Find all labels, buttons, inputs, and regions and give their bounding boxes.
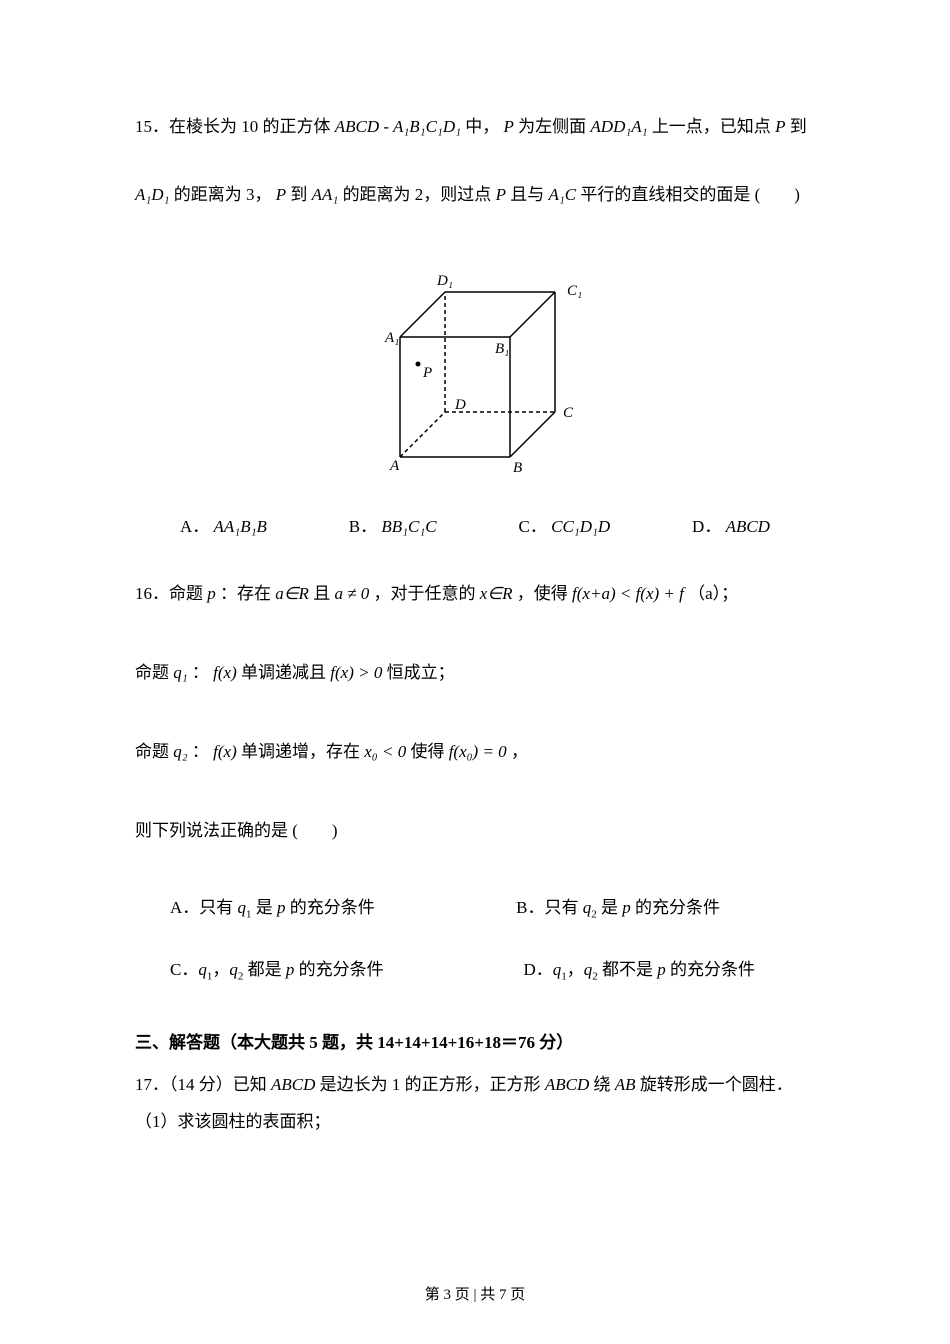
q16-q1-mid: ： (192, 663, 209, 682)
q15-solid-text: ABCD - A₁B₁C₁D₁ (335, 117, 461, 136)
q16-q2-mid: ： (192, 742, 209, 761)
lbl-C: C (563, 405, 574, 421)
q16-q2-t2: 使得 (410, 742, 448, 761)
page-footer: 第 3 页 | 共 7 页 (0, 1283, 950, 1304)
q15-P-2: P (775, 117, 785, 136)
q16-paren: ( ) (292, 821, 337, 840)
q15-opt-C-val: CC₁D₁D (551, 517, 610, 536)
q15-opt-B-label: B． (349, 517, 377, 536)
q15-text-10: 平行的直线相交的面是 (580, 185, 750, 204)
q15-text-3: 为左侧面 (518, 117, 590, 136)
q15-solid: ABCD - A₁B₁C₁D₁ (335, 117, 466, 136)
q16-fx1: f(x) (213, 663, 237, 682)
q15-text-5: 到 (790, 117, 807, 136)
q16-t4: ，对于任意的 (374, 584, 480, 603)
q15-option-A: A． AA₁B₁B (180, 512, 267, 537)
q15-options: A． AA₁B₁B B． BB₁C₁C C． CC₁D₁D D． ABCD (180, 512, 770, 537)
q17-abcd1: ABCD (271, 1075, 315, 1094)
q17-t4: 旋转形成一个圆柱． (640, 1075, 793, 1094)
q17-t3: 绕 (594, 1075, 615, 1094)
q15-opt-D-val: ABCD (726, 517, 770, 536)
q16-q2-sym: q₂ (173, 742, 187, 761)
lbl-A1: A₁ (384, 330, 399, 346)
q16-options-row2: C．q1，q2 都是 p 的充分条件 D．q1，q2 都不是 p 的充分条件 (170, 955, 780, 982)
q16-q2-t3: ， (511, 742, 528, 761)
q16-q1: 命题 q₁ ： f(x) 单调递减且 f(x) > 0 恒成立； (135, 656, 815, 690)
section-3-title: 三、解答题（本大题共 5 题，共 14+14+14+16+18＝76 分） (135, 1028, 815, 1053)
q15-option-C: C． CC₁D₁D (519, 512, 611, 537)
lbl-D: D (454, 397, 466, 413)
q15-stem: 15．在棱长为 10 的正方体 ABCD - A₁B₁C₁D₁ 中， P 为左侧… (135, 110, 815, 212)
q15-opt-D-label: D． (692, 517, 721, 536)
q16-option-D: D．q1，q2 都不是 p 的充分条件 (523, 955, 755, 982)
cube-svg: D₁ C₁ A₁ B₁ C D P A B (345, 257, 605, 477)
q17-sub1: （1）求该圆柱的表面积； (135, 1107, 815, 1132)
lbl-B: B (513, 460, 522, 476)
q16-q1-pre: 命题 (135, 663, 173, 682)
q15-text-8: 的距离为 2，则过点 (343, 185, 496, 204)
q16-q1-t1: 单调递减且 (241, 663, 330, 682)
q15-opt-C-label: C． (519, 517, 547, 536)
q15-A1C: A₁C (548, 185, 576, 204)
q16-c2: a ≠ 0 (334, 584, 369, 603)
q16-q1-t2: 恒成立； (387, 663, 455, 682)
q15-AA1: AA₁ (312, 185, 339, 204)
q15-option-B: B． BB₁C₁C (349, 512, 437, 537)
q16-q2: 命题 q₂ ： f(x) 单调递增，存在 x₀ < 0 使得 f(x₀) = 0… (135, 735, 815, 769)
q16-final: 则下列说法正确的是 ( ) (135, 814, 815, 848)
q16-tail: （a）； (688, 584, 738, 603)
q16-option-B: B．只有 q2 是 p 的充分条件 (516, 893, 720, 920)
q16-q2-pre: 命题 (135, 742, 173, 761)
q15-P-1: P (504, 117, 514, 136)
q17-t2: 是边长为 1 的正方形，正方形 (320, 1075, 545, 1094)
q15-paren: ( ) (755, 185, 800, 204)
q17-t1: 17．（14 分）已知 (135, 1075, 271, 1094)
q16-t3: 且 (313, 584, 334, 603)
q16-q2-t1: 单调递增，存在 (241, 742, 364, 761)
q16-q1-sym: q₁ (173, 663, 187, 682)
lbl-D1: D₁ (436, 273, 453, 289)
q15-opt-B-val: BB₁C₁C (381, 517, 436, 536)
q16-t2: ：存在 (220, 584, 275, 603)
q16-final-text: 则下列说法正确的是 (135, 821, 288, 840)
q16-stem-1: 16．命题 p ：存在 a∈R 且 a ≠ 0 ，对于任意的 x∈R ，使得 f… (135, 577, 815, 611)
q16-fx0: f(x₀) = 0 (449, 742, 507, 761)
q16-t5: ，使得 (517, 584, 572, 603)
q15-option-D: D． ABCD (692, 512, 770, 537)
q16-x0: x₀ < 0 (364, 742, 406, 761)
q16-c1: a∈R (275, 584, 309, 603)
q17-abcd2: ABCD (545, 1075, 589, 1094)
q15-text-7: 到 (290, 185, 311, 204)
point-P (416, 362, 421, 367)
q15-face: ADD₁A₁ (590, 117, 647, 136)
q16-c3: x∈R (480, 584, 513, 603)
q16-ineq: f(x+a) < f(x) + f (572, 584, 684, 603)
lbl-P: P (422, 365, 432, 381)
lbl-C1: C₁ (567, 283, 582, 299)
q16-fxgt0: f(x) > 0 (330, 663, 382, 682)
q15-text-2: 中， (465, 117, 499, 136)
q16-option-C: C．q1，q2 都是 p 的充分条件 (170, 955, 384, 982)
q15-text-4: 上一点，已知点 (652, 117, 775, 136)
q15-P-3: P (276, 185, 286, 204)
q17-ab: AB (615, 1075, 636, 1094)
q16-fx2: f(x) (213, 742, 237, 761)
lbl-A: A (389, 458, 400, 474)
q16-options-row1: A．只有 q1 是 p 的充分条件 B．只有 q2 是 p 的充分条件 (170, 893, 780, 920)
q15-text-1: 15．在棱长为 10 的正方体 (135, 117, 335, 136)
q15-opt-A-val: AA₁B₁B (214, 517, 267, 536)
q16-t1: 16．命题 (135, 584, 207, 603)
q15-figure: D₁ C₁ A₁ B₁ C D P A B (135, 257, 815, 482)
q15-opt-A-label: A． (180, 517, 209, 536)
q16-p: p (207, 584, 216, 603)
q15-P-4: P (496, 185, 506, 204)
lbl-B1: B₁ (495, 341, 509, 357)
q17-stem: 17．（14 分）已知 ABCD 是边长为 1 的正方形，正方形 ABCD 绕 … (135, 1068, 815, 1102)
q15-text-9: 且与 (510, 185, 548, 204)
q16-option-A: A．只有 q1 是 p 的充分条件 (170, 893, 375, 920)
q15-A1D1: A₁D₁ (135, 185, 169, 204)
page: 15．在棱长为 10 的正方体 ABCD - A₁B₁C₁D₁ 中， P 为左侧… (0, 0, 950, 1344)
q15-text-6: 的距离为 3， (174, 185, 272, 204)
